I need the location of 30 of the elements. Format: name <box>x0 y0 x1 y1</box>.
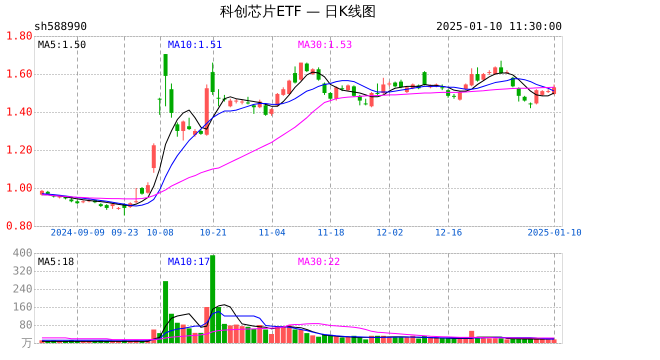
text: MA10:17 <box>168 257 210 268</box>
x-tick-label: 11-04 <box>258 228 286 238</box>
y-tick-label: 1.60 <box>6 68 32 80</box>
y-tick-label: 240 <box>12 282 32 296</box>
x-tick-label: 10-21 <box>200 228 227 238</box>
y-tick-label: 1.00 <box>6 182 32 194</box>
x-tick-label: 12-16 <box>435 228 462 238</box>
x-tick-label: 12-02 <box>376 228 404 238</box>
text: MA5:18 <box>38 257 74 268</box>
y-tick-label: 320 <box>12 264 32 278</box>
y-tick-label: 0.80 <box>6 220 32 232</box>
x-tick-label: 11-18 <box>317 228 344 238</box>
y-tick-label: 1.20 <box>6 144 32 156</box>
text: sh588990 <box>34 20 87 33</box>
y-tick-label: 80 <box>19 318 32 332</box>
text: MA30:1.53 <box>298 40 352 51</box>
y-tick-label: 400 <box>12 246 32 260</box>
y-tick-label: 1.40 <box>6 106 32 118</box>
chart-title: 科创芯片ETF — 日K线图 <box>220 4 376 20</box>
text: MA30:22 <box>298 257 340 268</box>
x-tick-label: 2024-09-09 <box>50 228 105 238</box>
x-tick-label: 09-23 <box>111 228 138 238</box>
y-tick-label: 万 <box>22 336 32 350</box>
y-tick-label: 160 <box>12 300 32 314</box>
x-tick-label: 2025-01-10 <box>527 228 582 238</box>
y-tick-label: 1.80 <box>6 30 32 42</box>
text: MA5:1.50 <box>38 40 86 51</box>
text: MA10:1.51 <box>168 40 222 51</box>
x-tick-label: 10-08 <box>146 228 174 238</box>
text: 2025-01-10 11:30:00 <box>436 20 562 33</box>
